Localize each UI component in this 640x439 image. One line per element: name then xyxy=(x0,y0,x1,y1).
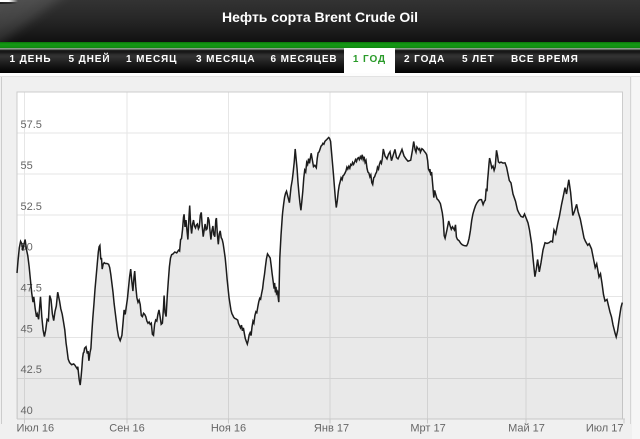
svg-text:Май 17: Май 17 xyxy=(508,423,545,435)
svg-text:45: 45 xyxy=(21,323,33,335)
svg-text:57.5: 57.5 xyxy=(21,119,42,131)
svg-text:Ноя 16: Ноя 16 xyxy=(211,423,246,435)
svg-text:Июл 16: Июл 16 xyxy=(17,423,55,435)
svg-text:55: 55 xyxy=(21,160,33,172)
svg-text:40: 40 xyxy=(21,405,33,417)
svg-text:Сен 16: Сен 16 xyxy=(109,423,144,435)
svg-text:42.5: 42.5 xyxy=(21,364,42,376)
svg-text:52.5: 52.5 xyxy=(21,201,42,213)
svg-text:Июл 17: Июл 17 xyxy=(586,423,624,435)
svg-text:Янв 17: Янв 17 xyxy=(314,423,349,435)
svg-text:Мрт 17: Мрт 17 xyxy=(410,423,445,435)
